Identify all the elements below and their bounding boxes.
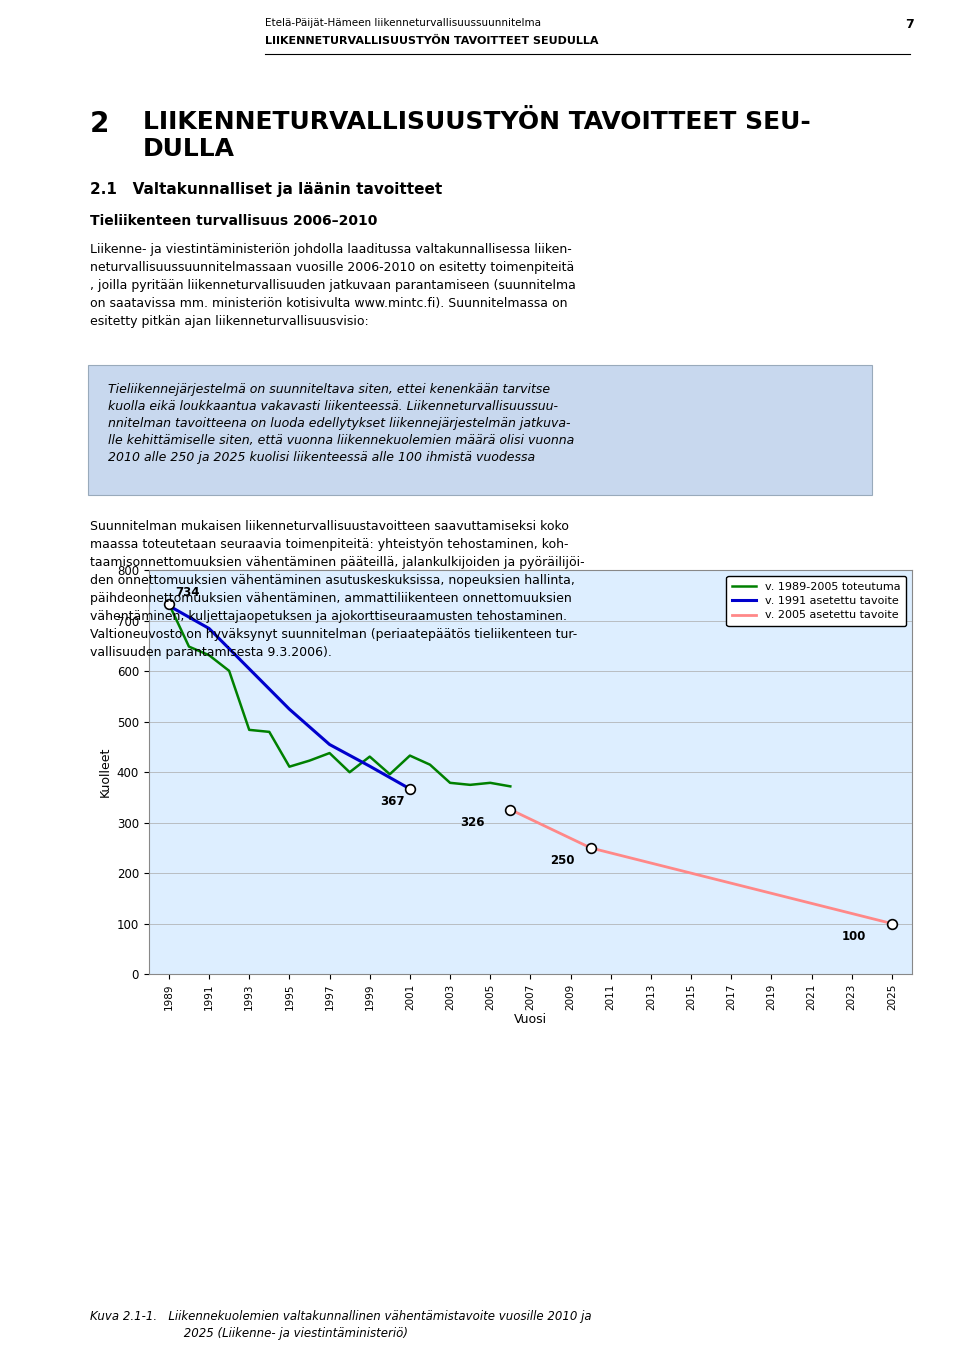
Text: Suunnitelman mukaisen liikenneturvallisuustavoitteen saavuttamiseksi koko: Suunnitelman mukaisen liikenneturvallisu… xyxy=(90,520,569,534)
Text: 2025 (Liikenne- ja viestintäministeriö): 2025 (Liikenne- ja viestintäministeriö) xyxy=(90,1327,408,1341)
Text: 100: 100 xyxy=(842,930,866,943)
Text: 367: 367 xyxy=(380,795,404,808)
Text: 2010 alle 250 ja 2025 kuolisi liikenteessä alle 100 ihmistä vuodessa: 2010 alle 250 ja 2025 kuolisi liikentees… xyxy=(108,451,535,464)
Text: LIIKENNETURVALLISUUSTYÖN TAVOITTEET SEU-: LIIKENNETURVALLISUUSTYÖN TAVOITTEET SEU- xyxy=(143,109,811,134)
FancyBboxPatch shape xyxy=(88,365,872,495)
Text: Etelä-Päijät-Hämeen liikenneturvallisuussuunnitelma: Etelä-Päijät-Hämeen liikenneturvallisuus… xyxy=(265,18,541,27)
Text: maassa toteutetaan seuraavia toimenpiteitä: yhteistyön tehostaminen, koh-: maassa toteutetaan seuraavia toimenpitei… xyxy=(90,538,568,551)
Text: nnitelman tavoitteena on luoda edellytykset liikennejärjestelmän jatkuva-: nnitelman tavoitteena on luoda edellytyk… xyxy=(108,417,570,430)
Y-axis label: Kuolleet: Kuolleet xyxy=(98,747,111,798)
Text: on saatavissa mm. ministeriön kotisivulta www.mintc.fi). Suunnitelmassa on: on saatavissa mm. ministeriön kotisivult… xyxy=(90,297,567,311)
Text: 7: 7 xyxy=(905,18,914,31)
X-axis label: Vuosi: Vuosi xyxy=(514,1014,547,1026)
Text: lle kehittämiselle siten, että vuonna liikennekuolemien määrä olisi vuonna: lle kehittämiselle siten, että vuonna li… xyxy=(108,434,574,447)
Text: Liikenne- ja viestintäministeriön johdolla laaditussa valtakunnallisessa liiken-: Liikenne- ja viestintäministeriön johdol… xyxy=(90,244,572,256)
Text: taamisonnettomuuksien vähentäminen pääteillä, jalankulkijoiden ja pyöräilijöi-: taamisonnettomuuksien vähentäminen pääte… xyxy=(90,555,585,569)
Text: esitetty pitkän ajan liikenneturvallisuusvisio:: esitetty pitkän ajan liikenneturvallisuu… xyxy=(90,315,369,328)
Text: 2: 2 xyxy=(90,109,109,138)
Text: vähentäminen, kuljettajaopetuksen ja ajokorttiseuraamusten tehostaminen.: vähentäminen, kuljettajaopetuksen ja ajo… xyxy=(90,610,567,622)
Text: 2.1   Valtakunnalliset ja läänin tavoitteet: 2.1 Valtakunnalliset ja läänin tavoittee… xyxy=(90,182,443,197)
Text: den onnettomuuksien vähentäminen asutuskeskuksissa, nopeuksien hallinta,: den onnettomuuksien vähentäminen asutusk… xyxy=(90,575,575,587)
Text: LIIKENNETURVALLISUUSTYÖN TAVOITTEET SEUDULLA: LIIKENNETURVALLISUUSTYÖN TAVOITTEET SEUD… xyxy=(265,36,598,47)
Text: Kuva 2.1-1.   Liikennekuolemien valtakunnallinen vähentämistavoite vuosille 2010: Kuva 2.1-1. Liikennekuolemien valtakunna… xyxy=(90,1311,591,1323)
Text: kuolla eikä loukkaantua vakavasti liikenteessä. Liikenneturvallisuussuu-: kuolla eikä loukkaantua vakavasti liiken… xyxy=(108,399,558,413)
Text: 734: 734 xyxy=(175,586,200,599)
Text: neturvallisuussuunnitelmassaan vuosille 2006-2010 on esitetty toimenpiteitä: neturvallisuussuunnitelmassaan vuosille … xyxy=(90,261,574,274)
Text: päihdeonnettomuuksien vähentäminen, ammattiliikenteen onnettomuuksien: päihdeonnettomuuksien vähentäminen, amma… xyxy=(90,592,572,605)
Text: DULLA: DULLA xyxy=(143,137,235,161)
Legend: v. 1989-2005 toteutuma, v. 1991 asetettu tavoite, v. 2005 asetettu tavoite: v. 1989-2005 toteutuma, v. 1991 asetettu… xyxy=(727,576,906,627)
Text: Valtioneuvosto on hyväksynyt suunnitelman (periaatepäätös tieliikenteen tur-: Valtioneuvosto on hyväksynyt suunnitelma… xyxy=(90,628,577,642)
Text: 326: 326 xyxy=(460,815,485,829)
Text: , joilla pyritään liikenneturvallisuuden jatkuvaan parantamiseen (suunnitelma: , joilla pyritään liikenneturvallisuuden… xyxy=(90,279,576,291)
Text: Tieliikenteen turvallisuus 2006–2010: Tieliikenteen turvallisuus 2006–2010 xyxy=(90,213,377,228)
Text: Tieliikennejärjestelmä on suunniteltava siten, ettei kenenkään tarvitse: Tieliikennejärjestelmä on suunniteltava … xyxy=(108,383,550,395)
Text: vallisuuden parantamisesta 9.3.2006).: vallisuuden parantamisesta 9.3.2006). xyxy=(90,646,332,659)
Text: 250: 250 xyxy=(550,854,575,867)
